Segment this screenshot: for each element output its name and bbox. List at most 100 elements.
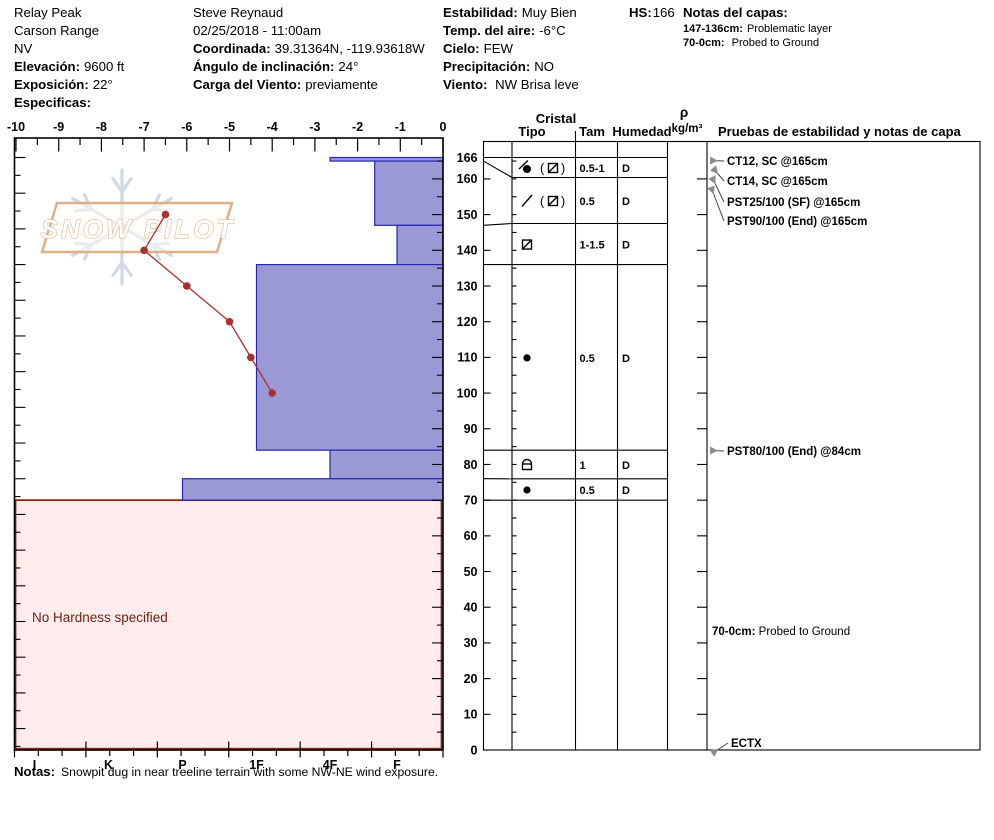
temp-axis-label: 0	[440, 120, 447, 134]
stability-test-annotation: PST90/100 (End) @165cm	[707, 185, 867, 228]
pit-notes-label: Notas:	[14, 764, 56, 779]
temp-axis-label: -4	[267, 120, 278, 134]
temp-axis-label: -1	[395, 120, 406, 134]
layer-notes-list: 147-136cm: Problematic layer 70-0cm: Prob…	[683, 22, 832, 50]
sky: Cielo: FEW	[443, 41, 513, 56]
column-header-stability-tests: Pruebas de estabilidad y notas de capa	[718, 124, 962, 139]
grain-size-value: 1-1.5	[580, 240, 605, 252]
depth-label: 90	[464, 422, 478, 436]
no-hardness-label: No Hardness specified	[32, 610, 168, 625]
moisture-value: D	[622, 353, 630, 365]
pit-notes: Notas: Snowpit dug in near treeline terra…	[14, 764, 438, 779]
temp-axis-label: -6	[181, 120, 192, 134]
temp-axis-label: -5	[224, 120, 235, 134]
column-header-humedad: Humedad	[612, 124, 671, 139]
temperature-line	[143, 214, 273, 394]
site-name-text: Relay Peak	[14, 5, 82, 20]
stability: Estabilidad: Muy Bien	[443, 5, 577, 20]
observer-info-block: Steve Reynaud 02/25/2018 - 11:00am Coord…	[193, 4, 425, 94]
hardness-axis-label: P	[178, 758, 186, 772]
stability-test-text: PST25/100 (SF) @165cm	[727, 197, 860, 209]
conditions-block: Estabilidad: Muy Bien Temp. del aire: -6°C…	[443, 4, 579, 94]
grain-size-value: 0.5-1	[580, 163, 605, 175]
grain-symbol-square-slash	[547, 162, 559, 174]
slope-angle: Ángulo de inclinación: 24°	[193, 59, 359, 74]
pit-notes-text: Snowpit dug in near treeline terrain wit…	[61, 765, 439, 779]
hardness-axis-label: 4F	[323, 758, 338, 772]
temperature-point	[161, 210, 170, 219]
layer-hardness-bar	[374, 160, 444, 226]
stability-test-text: PST90/100 (End) @165cm	[727, 216, 867, 228]
site-name: Relay Peak	[14, 4, 124, 22]
depth-label: 10	[464, 708, 478, 722]
layer-hardness-bar	[181, 478, 444, 501]
depth-label: 110	[457, 351, 477, 365]
depth-label: 30	[464, 636, 478, 650]
layer-note: 147-136cm: Problematic layer	[683, 23, 832, 35]
snow-height: HS:166	[629, 5, 675, 20]
depth-label: 130	[457, 279, 478, 293]
snowpilot-watermark: SNOW PILOT	[40, 168, 234, 286]
temp-axis-ticks	[15, 138, 444, 152]
depth-label: 100	[457, 386, 478, 400]
column-header-cristal: Cristal	[536, 111, 576, 126]
grain-size-value: 0.5	[580, 196, 595, 208]
air-temp: Temp. del aire: -6°C	[443, 23, 566, 38]
grain-size-value: 0.5	[580, 485, 595, 497]
layer-hardness-bar	[255, 263, 444, 451]
stability-test-text: ECTX	[731, 738, 762, 750]
observation-datetime: 02/25/2018 - 11:00am	[193, 23, 322, 38]
temperature-point	[225, 317, 234, 326]
paren: )	[561, 195, 565, 209]
grain-size-value: 1	[580, 460, 586, 472]
stability-test-annotation: CT12, SC @165cm	[709, 156, 828, 168]
wind: Viento: NW Brisa leve	[443, 77, 579, 92]
hardness-axis-label: I	[33, 758, 36, 772]
precipitation: Precipitación: NO	[443, 59, 554, 74]
paren: (	[540, 162, 545, 176]
temperature-point	[183, 282, 191, 290]
depth-label: 0	[471, 743, 478, 757]
grain-symbol-square-slash	[547, 195, 559, 207]
moisture-value: D	[622, 163, 630, 175]
stability-test-annotation: PST80/100 (End) @84cm	[709, 446, 861, 458]
depth-label: 160	[457, 172, 478, 186]
coordinates: Coordinada: 39.31364N, -119.93618W	[193, 41, 425, 56]
layer-note: 70-0cm: Probed to Ground	[683, 37, 820, 49]
depth-label: 166	[457, 151, 478, 165]
hardness-axis-ticks	[13, 741, 444, 758]
temp-axis-label: -10	[7, 120, 25, 134]
moisture-value: D	[622, 485, 630, 497]
column-header-density: ρ	[680, 105, 688, 120]
stability-test-text: PST80/100 (End) @84cm	[727, 446, 861, 458]
layer-notes-title: Notas del capas:	[683, 5, 788, 20]
moisture-value: D	[622, 240, 630, 252]
moisture-value: D	[622, 196, 630, 208]
grain-table-row: () 0.5 D	[521, 195, 630, 209]
depth-label: 70	[464, 493, 478, 507]
column-header-tam: Tam	[579, 124, 605, 139]
hardness-axis-label: F	[393, 758, 401, 772]
temp-axis-label: -9	[53, 120, 64, 134]
moisture-value: D	[622, 460, 630, 472]
depth-label: 140	[457, 244, 478, 258]
grain-table-row: 1-1.5 D	[521, 239, 630, 252]
grain-table-row: () 0.5-1 D	[518, 159, 630, 176]
observer-name: Steve Reynaud	[193, 5, 284, 20]
temperature-point	[247, 353, 255, 362]
hardness-axis-label: 1F	[249, 758, 264, 772]
stability-test-annotation: CT14, SC @165cm	[709, 165, 828, 188]
wind-loading: Carga del Viento: previamente	[193, 77, 378, 92]
depth-label: 150	[457, 208, 478, 222]
temperature-point	[268, 389, 277, 397]
probed-note: 70-0cm: Probed to Ground	[712, 626, 850, 638]
probed-note-text: Probed to Ground	[759, 626, 850, 638]
watermark-banner	[40, 201, 234, 254]
grain-symbol-square-slash	[521, 239, 533, 250]
depth-label: 40	[464, 601, 478, 615]
grain-size-value: 0.5	[580, 353, 595, 365]
hardness-axis-label: K	[104, 758, 113, 772]
stability-test-annotation: PST25/100 (SF) @165cm	[708, 175, 860, 209]
